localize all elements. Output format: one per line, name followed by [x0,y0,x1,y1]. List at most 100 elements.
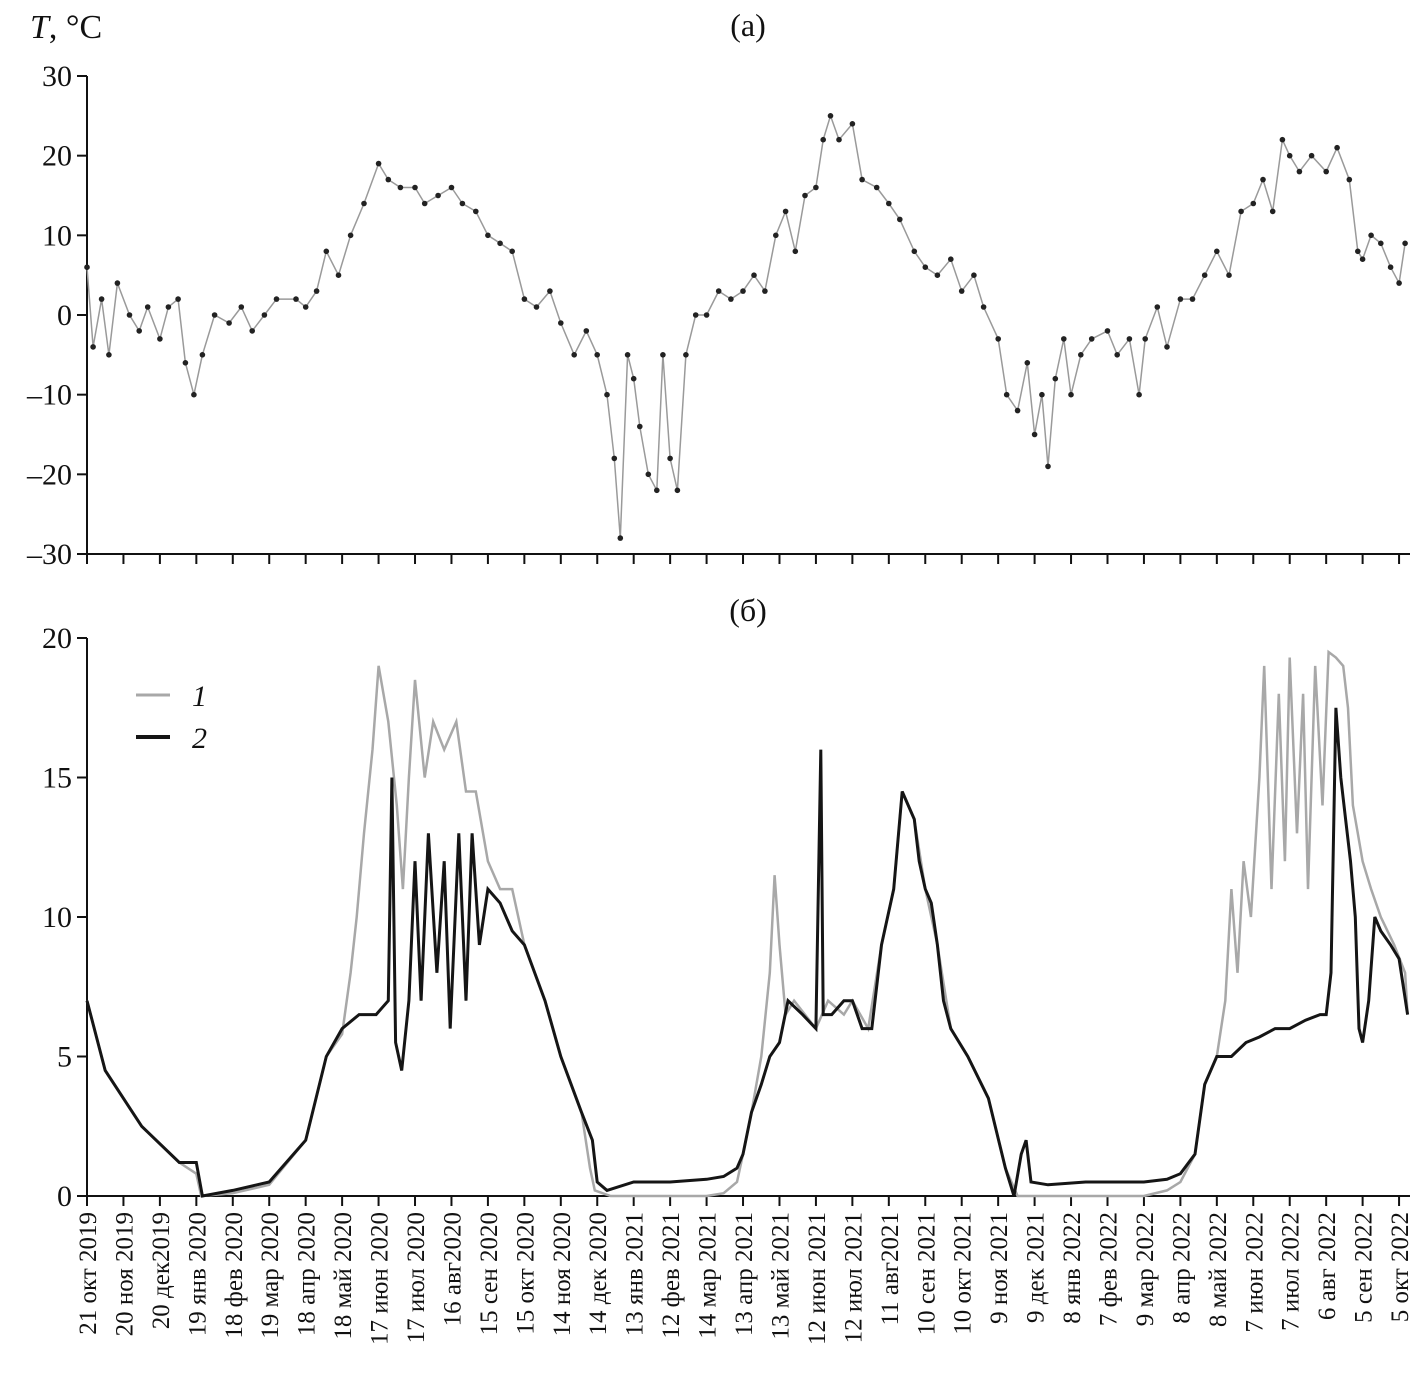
temperature-point [226,320,232,326]
temperature-point [1177,296,1184,302]
temperature-point [1189,296,1196,302]
temperature-point [1296,168,1303,175]
temperature-point [1286,152,1293,159]
temperature-point [911,248,918,255]
date-tick-label: 9 ноя 2021 [986,1212,1013,1324]
date-tick-label: 21 окт 2019 [75,1212,102,1335]
temperature-point [611,455,618,462]
temperature-point [683,352,689,358]
temperature-point [674,487,681,494]
temperature-point [157,336,163,342]
temperature-point [859,176,865,183]
temperature-point [715,288,722,294]
temperature-point [1355,248,1361,255]
temperature-point [533,304,540,310]
temperature-point [849,121,856,127]
temperature-point [1104,328,1111,334]
date-tick-label: 18 фев 2020 [221,1212,248,1339]
date-tick-label: 15 окт 2020 [512,1212,539,1335]
temperature-point [980,304,987,310]
temperature-point [335,272,342,279]
temperature-point [751,272,757,279]
temperature-point [1052,375,1059,382]
date-tick-label: 20 ноя 2019 [111,1212,138,1336]
date-tick-label: 8 янв 2022 [1059,1212,1086,1324]
temperature-point [1142,336,1148,342]
temperature-point [1088,336,1095,342]
temperature-point [740,288,746,294]
temperature-point [667,455,673,462]
date-tick-label: 12 фев 2021 [658,1212,685,1339]
date-tick-label: 14 мар 2021 [695,1212,722,1339]
temperature-point [934,272,941,279]
temperature-point [624,352,631,358]
temperature-point [347,232,354,239]
temperature-point [459,200,466,207]
temperature-point [1250,200,1257,207]
panel-a-label: (а) [730,7,766,43]
panel-a-temperature-markers [84,113,1408,541]
temperature-point [1003,391,1010,398]
temperature-point [802,192,808,199]
temperature-point [1214,248,1220,255]
temperature-point [182,360,189,366]
y-tick-label: 0 [57,299,72,332]
temperature-point [995,336,1001,342]
temperature-point [1024,360,1031,366]
temperature-point [617,535,624,541]
temperature-point [1260,176,1266,183]
temperature-point [1078,352,1084,358]
temperature-point [1014,407,1021,414]
temperature-point [1201,272,1208,279]
temperature-point [1368,232,1374,239]
panel-a-y-ticks: 30 20 10 0 –10 –20 –30 [26,60,87,571]
temperature-point [136,328,142,334]
date-tick-label: 15 сен 2020 [476,1212,503,1335]
temperature-point [922,264,929,271]
date-tick-label: 5 сен 2022 [1351,1212,1378,1323]
temperature-point [886,200,892,207]
temperature-point [421,200,428,207]
temperature-point [703,312,710,318]
legend: 1 2 [136,680,207,755]
date-tick-label: 13 май 2021 [767,1212,794,1340]
date-tick-label: 11 авг2021 [877,1212,904,1325]
temperature-point [836,136,842,143]
temperature-point [1164,344,1170,350]
date-tick-label: 8 апр 2022 [1168,1212,1195,1324]
date-tick-label: 14 дек 2020 [585,1212,612,1335]
temperature-point [191,391,197,398]
y-tick-label: –10 [26,379,72,412]
temperature-point [813,184,819,191]
panel-a-air-temperature: T, °C (а) 30 20 10 0 –10 –20 –30 [26,7,1410,571]
temperature-point [397,184,404,191]
temperature-point [273,296,280,302]
date-tick-label: 19 мар 2020 [257,1212,284,1339]
series-2-line [85,707,1410,1198]
temperature-point [782,208,789,215]
series-1-line [85,649,1409,1198]
date-tick-labels: 21 окт 2019 20 ноя 2019 20 дек2019 19 янв 2… [75,1212,1414,1345]
temperature-point [1068,391,1074,398]
temperature-point [948,256,954,263]
temperature-point [762,288,768,294]
panel-a-temperature-line [86,113,1406,539]
temperature-point [692,312,699,318]
temperature-point [1346,176,1353,183]
temperature-point [873,184,880,191]
temperature-point [1334,144,1340,151]
date-tick-label: 9 мар 2022 [1132,1212,1159,1326]
temperature-point [1136,391,1142,398]
y-tick-label: 0 [57,1180,72,1213]
temperature-point [1308,152,1315,159]
temperature-point [114,280,121,286]
date-tick-label: 19 янв 2020 [184,1212,211,1336]
temperature-point [521,296,528,302]
temperature-point [604,391,610,398]
temperature-point [412,184,418,191]
temperature-point [375,160,382,167]
temperature-point [547,288,553,294]
date-tick-label: 13 янв 2021 [622,1212,649,1336]
date-tick-label: 12 июн 2021 [804,1212,831,1345]
